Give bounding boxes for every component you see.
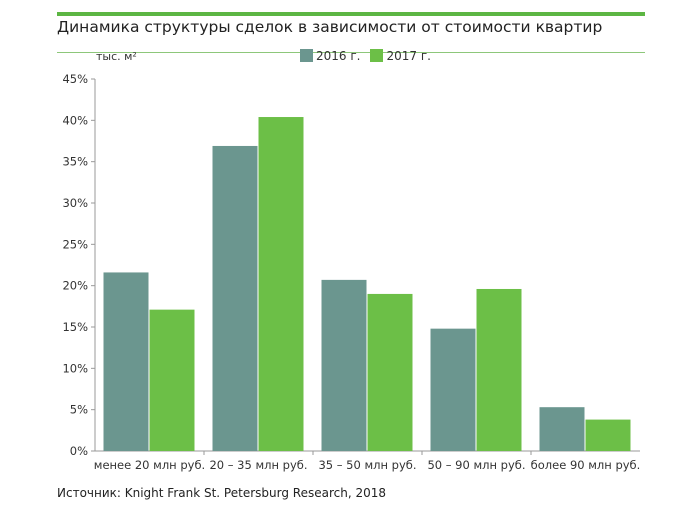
x-tick-label: более 90 млн руб. xyxy=(531,458,641,472)
legend-label: 2017 г. xyxy=(386,49,431,63)
y-tick-label: 5% xyxy=(70,403,88,417)
y-tick-label: 35% xyxy=(62,155,88,169)
bar-2016 xyxy=(539,407,585,451)
source-note: Источник: Knight Frank St. Petersburg Re… xyxy=(57,486,386,500)
y-tick-label: 40% xyxy=(62,113,88,127)
bar-2016 xyxy=(103,272,149,451)
y-tick-label: 30% xyxy=(62,196,88,210)
title-divider xyxy=(57,52,645,53)
bar-2017 xyxy=(258,117,304,451)
y-tick-label: 15% xyxy=(62,320,88,334)
y-tick-label: 0% xyxy=(70,444,88,458)
legend-swatch xyxy=(370,49,384,62)
x-tick-label: 20 – 35 млн руб. xyxy=(209,458,307,472)
bar-2017 xyxy=(149,309,195,451)
chart-title: Динамика структуры сделок в зависимости … xyxy=(57,18,603,36)
y-axis-unit: тыс. м² xyxy=(96,50,137,63)
legend-item-2017: 2017 г. xyxy=(370,49,431,63)
bar-2016 xyxy=(212,145,258,451)
x-tick-label: 50 – 90 млн руб. xyxy=(427,458,525,472)
legend-item-2016: 2016 г. xyxy=(300,49,360,63)
legend-label: 2016 г. xyxy=(316,49,361,63)
x-tick-label: 35 – 50 млн руб. xyxy=(318,458,416,472)
y-tick-label: 25% xyxy=(62,237,88,251)
bar-2017 xyxy=(476,288,522,451)
top-accent-bar xyxy=(57,12,645,16)
bar-2017 xyxy=(585,419,631,451)
legend: 2016 г. 2017 г. xyxy=(300,49,431,63)
bar-2016 xyxy=(430,328,476,451)
bar-2016 xyxy=(321,279,367,451)
y-tick-label: 45% xyxy=(62,72,88,86)
y-tick-label: 20% xyxy=(62,279,88,293)
x-tick-label: менее 20 млн руб. xyxy=(94,458,205,472)
legend-swatch xyxy=(300,49,313,62)
y-tick-label: 10% xyxy=(62,361,88,375)
bar-2017 xyxy=(367,293,413,451)
